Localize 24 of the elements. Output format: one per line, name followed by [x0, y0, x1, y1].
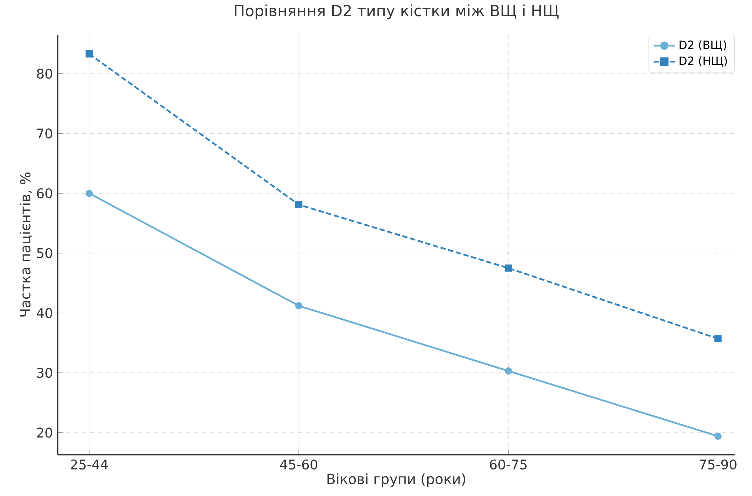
- chart-title: Порівняння D2 типу кістки між ВЩ і НЩ: [235, 4, 559, 20]
- legend-label: D2 (ВЩ): [680, 40, 726, 51]
- point: [295, 201, 303, 209]
- y-tick-label: 30: [37, 368, 52, 378]
- point: [86, 190, 94, 198]
- point: [295, 302, 303, 310]
- y-axis-title: Частка пацієнтів, %: [20, 172, 32, 317]
- y-tick-label: 60: [37, 188, 52, 199]
- x-tick-label: 60-75: [490, 460, 527, 470]
- point: [505, 368, 512, 375]
- y-tick-label: 50: [37, 248, 52, 258]
- x-tick-label: 25-44: [71, 460, 108, 470]
- point: [714, 432, 722, 440]
- point: [505, 264, 512, 272]
- y-tick-label: 20: [37, 428, 52, 438]
- y-tick-label: 70: [37, 128, 52, 139]
- x-axis-title: Вікові групи (роки): [328, 474, 466, 488]
- x-tick-label: 45-60: [280, 460, 318, 470]
- x-tick-label: 75-90: [700, 460, 737, 470]
- y-tick-label: 80: [37, 68, 52, 79]
- point: [86, 50, 94, 58]
- y-tick-label: 40: [36, 308, 52, 318]
- legend-label: D2 (НЩ): [680, 56, 728, 67]
- point: [714, 335, 722, 343]
